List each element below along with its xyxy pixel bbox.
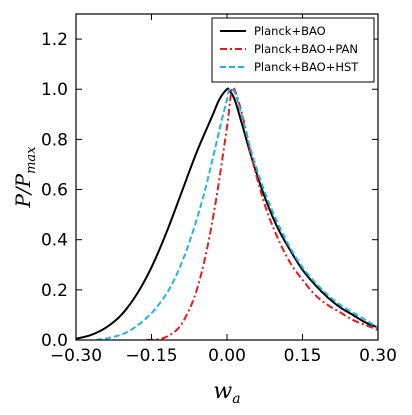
legend-label-planck-bao-pan: Planck+BAO+PAN xyxy=(254,42,358,56)
y-tick-label: 0.0 xyxy=(41,331,68,351)
y-axis-label: P/Pmax xyxy=(11,146,39,209)
legend: Planck+BAO Planck+BAO+PAN Planck+BAO+HST xyxy=(211,17,375,83)
x-tick-label: 0.00 xyxy=(208,346,246,366)
series-line-planck-bao-pan xyxy=(146,86,378,340)
x-tick-label: 0.15 xyxy=(284,346,322,366)
y-tick-label: 0.8 xyxy=(41,130,68,150)
y-tick-label: 0.6 xyxy=(41,181,68,201)
x-tick-label: −0.15 xyxy=(125,346,177,366)
y-tick-label: 0.2 xyxy=(41,281,68,301)
series-line-planck-bao-hst xyxy=(95,87,378,340)
x-tick-label: −0.30 xyxy=(50,346,102,366)
series-line-planck-bao xyxy=(76,87,378,340)
legend-label-planck-bao-hst: Planck+BAO+HST xyxy=(254,60,359,74)
series-layer xyxy=(76,86,378,340)
ticks-layer: −0.30 −0.15 0.00 0.15 0.30 0.0 0.2 0.4 0.6 0.8 1.0… xyxy=(41,14,397,366)
legend-label-planck-bao: Planck+BAO xyxy=(254,24,326,38)
y-tick-label: 1.0 xyxy=(41,80,68,100)
x-axis-label: wa xyxy=(213,379,240,407)
plot-frame xyxy=(75,13,379,341)
y-tick-label: 1.2 xyxy=(41,30,68,50)
y-tick-label: 0.4 xyxy=(41,231,68,251)
x-tick-label: 0.30 xyxy=(359,346,397,366)
